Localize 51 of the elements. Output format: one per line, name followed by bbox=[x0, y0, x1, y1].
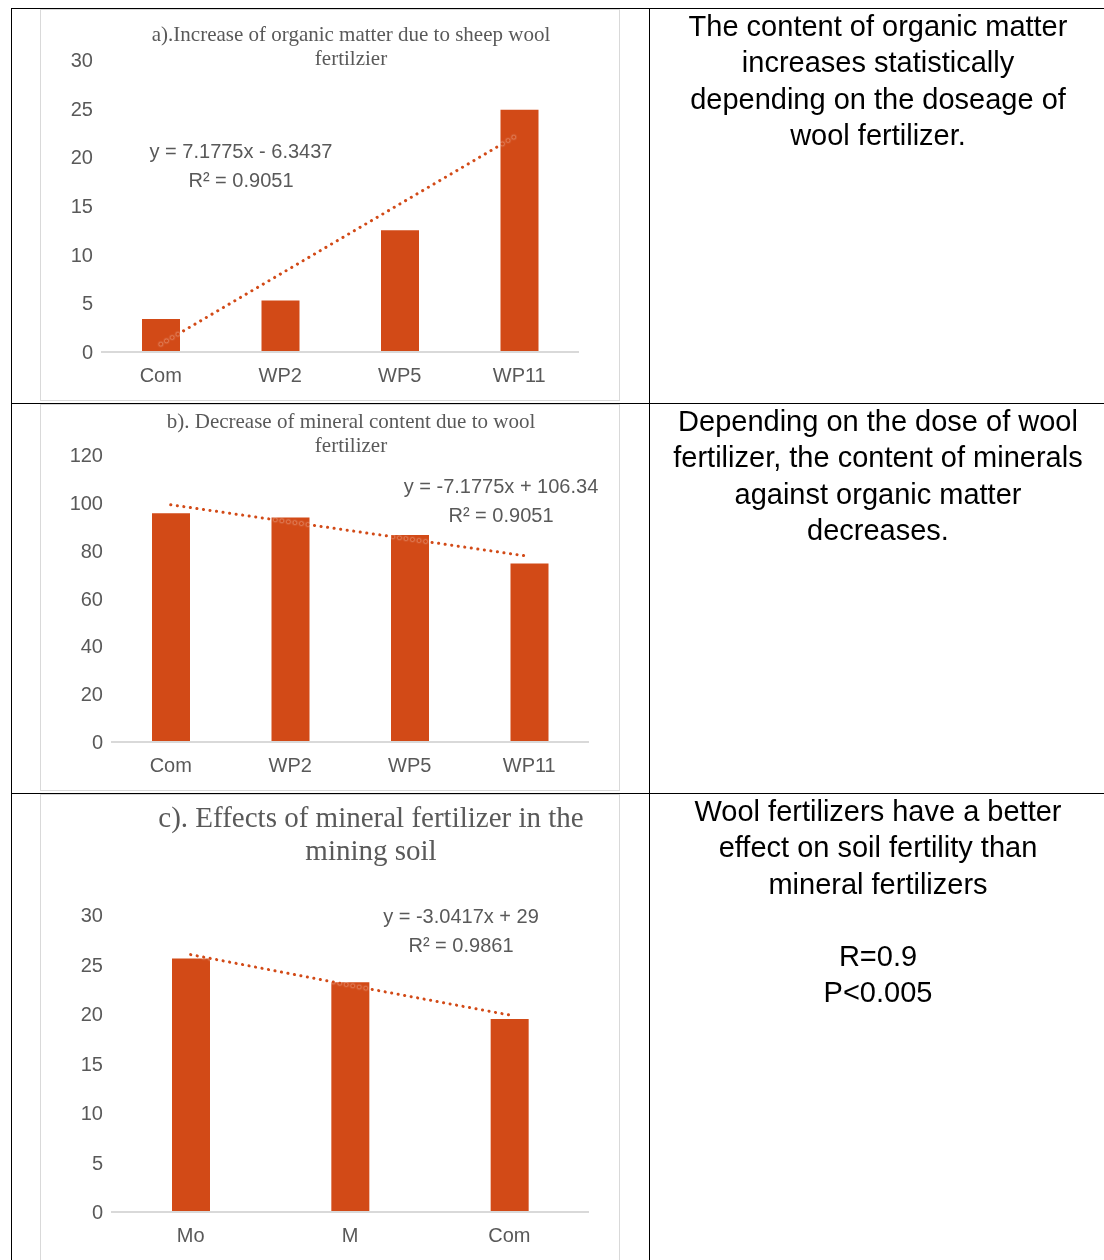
y-tick-label: 15 bbox=[80, 1052, 103, 1075]
y-tick-label: 60 bbox=[80, 587, 103, 610]
y-tick-label: 100 bbox=[69, 491, 103, 514]
y-tick-label: 20 bbox=[80, 1003, 103, 1026]
y-tick-label: 5 bbox=[91, 1151, 103, 1174]
bar bbox=[510, 563, 549, 742]
x-tick-label: Mo bbox=[176, 1224, 205, 1247]
annotation: y = -3.0417x + 29 bbox=[382, 905, 540, 928]
y-tick-label: 0 bbox=[91, 731, 103, 754]
y-tick-label: 15 bbox=[70, 195, 93, 218]
chart-title: a).Increase of organic matter due to sheep wool fertilzier bbox=[150, 22, 552, 71]
x-tick-label: WP2 bbox=[268, 754, 312, 777]
x-tick-label: Com bbox=[149, 754, 192, 777]
text: The content of organic matter increases statistically depending on the doseage of wool fertilizer. bbox=[687, 9, 1069, 153]
y-tick-label: 80 bbox=[80, 539, 103, 562]
bar bbox=[490, 1018, 529, 1212]
y-tick-label: 30 bbox=[80, 904, 103, 927]
text: R=0.9 bbox=[837, 938, 919, 974]
y-tick-label: 40 bbox=[80, 635, 103, 658]
x-tick-label: Com bbox=[488, 1224, 531, 1247]
y-tick-label: 25 bbox=[70, 97, 93, 120]
annotation: R² = 0.9051 bbox=[187, 169, 295, 192]
bar bbox=[152, 513, 190, 742]
y-tick-label: 0 bbox=[91, 1201, 103, 1224]
y-tick-label: 10 bbox=[70, 243, 93, 266]
text: Wool fertilizers have a better effect on soil fertility than mineral fertilizers bbox=[693, 794, 1063, 902]
y-tick-label: 5 bbox=[81, 292, 93, 315]
y-tick-label: 20 bbox=[80, 683, 103, 706]
text: Depending on the dose of wool fertilizer, the content of minerals against organic matter decreases. bbox=[672, 404, 1084, 548]
y-tick-label: 120 bbox=[69, 444, 103, 467]
y-tick-label: 30 bbox=[70, 49, 93, 72]
chart-title: c). Effects of mineral fertilizer in the mining soil bbox=[157, 801, 585, 868]
x-tick-label: Com bbox=[139, 364, 182, 387]
x-tick-label: WP11 bbox=[492, 364, 546, 387]
annotation: y = 7.1775x - 6.3437 bbox=[148, 140, 334, 163]
text: P<0.005 bbox=[822, 975, 934, 1010]
bar bbox=[381, 230, 419, 352]
annotation: y = -7.1775x + 106.34 bbox=[402, 475, 600, 498]
y-tick-label: 20 bbox=[70, 146, 93, 169]
annotation: R² = 0.9051 bbox=[447, 504, 555, 527]
y-tick-label: 10 bbox=[80, 1102, 103, 1125]
x-tick-label: WP5 bbox=[388, 754, 432, 777]
x-tick-label: WP5 bbox=[378, 364, 422, 387]
bar bbox=[261, 300, 300, 352]
chart-title: b). Decrease of mineral content due to wool fertilizer bbox=[165, 409, 537, 458]
x-tick-label: WP11 bbox=[502, 754, 556, 777]
y-tick-label: 0 bbox=[81, 341, 93, 364]
annotation: R² = 0.9861 bbox=[407, 934, 515, 957]
x-tick-label: M bbox=[341, 1224, 359, 1247]
y-tick-label: 25 bbox=[80, 953, 103, 976]
x-tick-label: WP2 bbox=[258, 364, 302, 387]
